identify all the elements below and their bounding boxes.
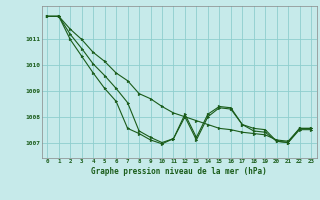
X-axis label: Graphe pression niveau de la mer (hPa): Graphe pression niveau de la mer (hPa) — [91, 167, 267, 176]
